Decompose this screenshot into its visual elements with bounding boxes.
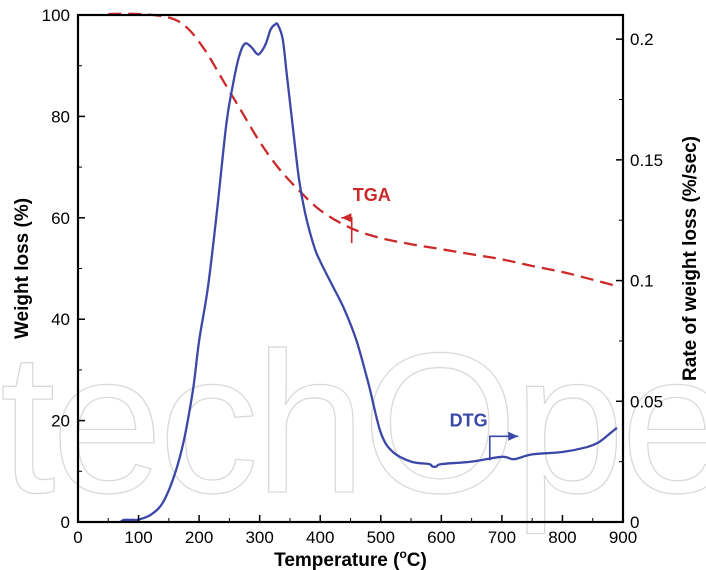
annotation-dtg-label: DTG [450,411,488,431]
annotations: TGA DTG [341,185,519,461]
y-tick-label: 20 [51,412,70,431]
y2-tick-label: 0.05 [630,392,663,411]
y-tick-label: 40 [51,310,70,329]
x-tick-label: 500 [367,528,395,547]
x-tick-label: 800 [548,528,576,547]
annotation-dtg-arrowhead [508,431,519,441]
annotation-tga-arrowhead [341,213,352,223]
x-tick-label: 600 [427,528,455,547]
x-tick-label: 900 [609,528,637,547]
annotation-tga-label: TGA [353,185,391,205]
x-axis-ticks: 0 100 200 300 400 500 600 700 800 900 [73,515,637,547]
x-tick-label: 300 [245,528,273,547]
y2-tick-label: 0 [630,513,639,532]
y2-tick-label: 0.15 [630,151,663,170]
y-axis-right-title: Rate of weight loss (%/sec) [680,136,701,381]
plot-layer [108,12,618,523]
y-tick-label: 80 [51,107,70,126]
y-tick-label: 60 [51,209,70,228]
y-axis-left-title: Weight loss (%) [12,198,33,339]
y-axis-right-ticks: 0 0.05 0.1 0.15 0.2 [616,30,663,532]
x-tick-label: 700 [488,528,516,547]
y-tick-label: 0 [61,513,70,532]
y-axis-left-ticks: 0 20 40 60 80 100 [42,6,85,532]
x-tick-label: 200 [185,528,213,547]
y-tick-label: 100 [42,6,70,25]
series-tga-line [108,12,618,288]
series-dtg-line [119,22,618,523]
watermark-text: techOpen [0,312,706,535]
x-tick-label: 400 [306,528,334,547]
y2-tick-label: 0.1 [630,272,654,291]
x-tick-label: 0 [73,528,82,547]
x-tick-label: 100 [124,528,152,547]
x-axis-title: Temperature (oC) [274,547,427,570]
y2-tick-label: 0.2 [630,30,654,49]
